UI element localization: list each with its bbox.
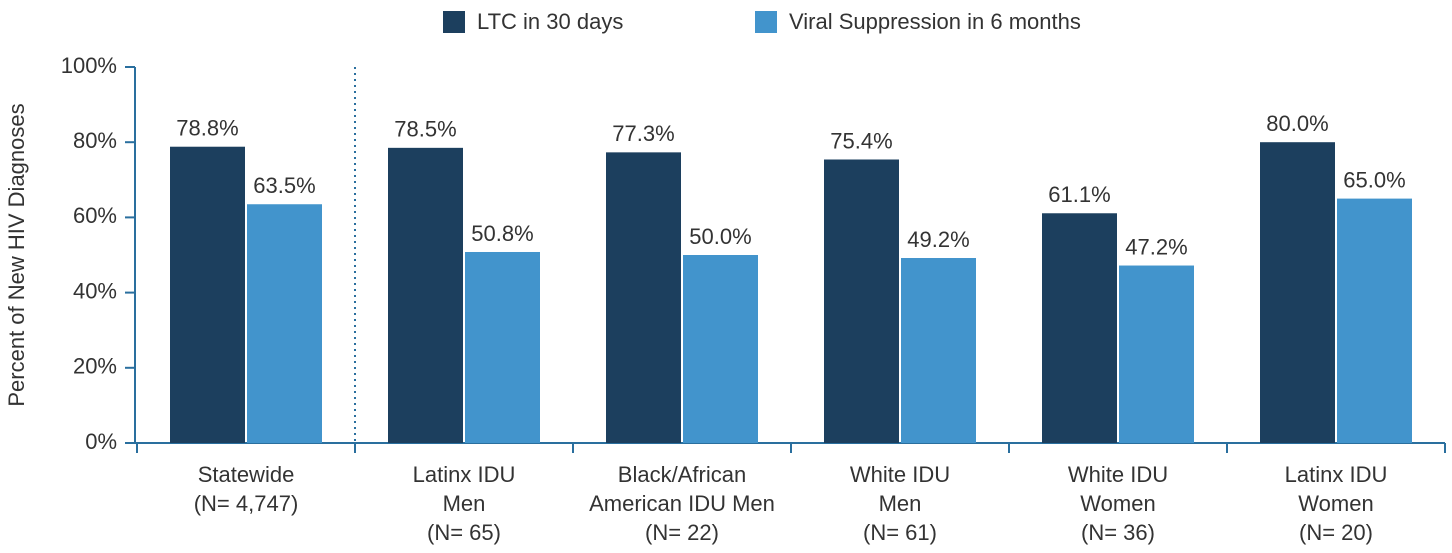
bar [824,159,899,443]
x-tick-label: American IDU Men [589,491,775,516]
x-tick-label: White IDU [1068,462,1168,487]
bar [247,204,322,443]
x-tick-label: (N= 61) [863,520,937,545]
bar [683,255,758,443]
legend-label: Viral Suppression in 6 months [789,9,1081,34]
data-label: 61.1% [1048,182,1110,207]
data-label: 49.2% [907,227,969,252]
x-tick-label: Men [879,491,922,516]
data-label: 75.4% [830,128,892,153]
y-tick-label: 0% [85,429,117,454]
x-tick-label: Women [1080,491,1155,516]
x-tick-label: (N= 20) [1299,520,1373,545]
legend-label: LTC in 30 days [477,9,623,34]
bar [170,146,245,443]
data-label: 50.0% [689,224,751,249]
x-tick-label: (N= 4,747) [194,491,299,516]
x-tick-label: Latinx IDU [1285,462,1388,487]
y-tick-label: 20% [73,354,117,379]
bar [1260,142,1335,443]
y-tick-label: 100% [61,53,117,78]
x-tick-label: White IDU [850,462,950,487]
y-tick-label: 40% [73,278,117,303]
bar [388,147,463,443]
bar [901,258,976,443]
data-label: 78.5% [394,117,456,142]
x-tick-label: (N= 65) [427,520,501,545]
bar [1337,198,1412,443]
data-label: 47.2% [1125,234,1187,259]
legend-swatch [443,11,465,33]
y-tick-label: 60% [73,203,117,228]
x-tick-label: (N= 22) [645,520,719,545]
bar [1119,265,1194,443]
y-axis-label: Percent of New HIV Diagnoses [4,103,29,406]
data-label: 63.5% [253,173,315,198]
x-tick-label: Black/African [618,462,746,487]
legend-swatch [755,11,777,33]
x-tick-label: (N= 36) [1081,520,1155,545]
data-label: 50.8% [471,221,533,246]
y-tick-label: 80% [73,128,117,153]
data-label: 65.0% [1343,167,1405,192]
bar [606,152,681,444]
bar [1042,213,1117,443]
data-label: 80.0% [1266,111,1328,136]
x-tick-label: Men [443,491,486,516]
data-label: 78.8% [176,116,238,141]
x-tick-label: Women [1298,491,1373,516]
x-tick-label: Statewide [198,462,295,487]
bar [465,251,540,443]
data-label: 77.3% [612,121,674,146]
x-tick-label: Latinx IDU [413,462,516,487]
